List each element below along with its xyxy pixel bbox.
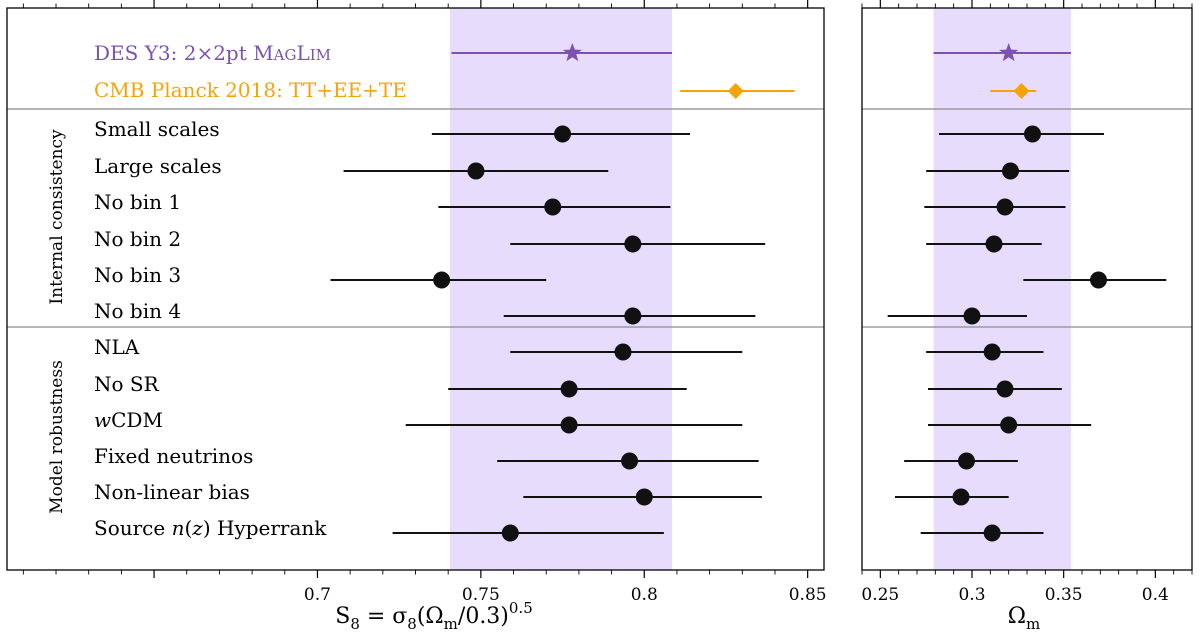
omega-m-panel-frame: [861, 7, 1193, 571]
omega-m-tick-labels: 0.25 0.3 0.35 0.4: [861, 585, 1168, 605]
s8-point: [544, 198, 562, 216]
omega-m-panel: 0.25 0.3 0.35 0.4 Ωm: [861, 0, 1193, 633]
s8-point: [501, 524, 519, 542]
s8-point: [624, 235, 642, 253]
row-label: wCDM: [94, 408, 163, 432]
row-label: Small scales: [94, 117, 220, 141]
omega-m-point: [1002, 162, 1019, 180]
omega-m-axis-label: Ωm: [1008, 604, 1040, 633]
omega-m-point: [1090, 271, 1107, 289]
s8-point: [621, 452, 639, 470]
s8-point: [560, 416, 578, 434]
s8-axis-ticks: [22, 0, 809, 578]
row-label: Non-linear bias: [94, 480, 250, 504]
s8-reference-diamond-marker: [727, 83, 744, 99]
omega-m-point: [952, 488, 970, 506]
s8-tick-label: 0.7: [304, 585, 331, 605]
omega-m-point: [996, 380, 1014, 398]
s8-tick-label: 0.85: [789, 585, 827, 605]
omega-m-data-marks: [862, 43, 1192, 542]
s8-tick-label: 0.75: [462, 585, 500, 605]
omega-m-point: [958, 452, 975, 470]
s8-point: [433, 271, 451, 289]
omega-m-tick-label: 0.4: [1142, 585, 1169, 605]
row-label: No bin 4: [94, 299, 181, 323]
row-label: Source n(z) Hyperrank: [94, 516, 327, 540]
group-labels: Internal consistency Model robustness: [47, 129, 67, 514]
s8-point: [467, 162, 485, 180]
s8-point: [554, 125, 572, 143]
s8-point: [560, 380, 578, 398]
omega-m-tick-label: 0.3: [958, 585, 985, 605]
omega-m-point: [996, 198, 1014, 216]
omega-m-axis-ticks: [861, 0, 1193, 578]
s8-point: [624, 307, 642, 325]
s8-tick-labels: 0.7 0.75 0.8 0.85: [304, 585, 827, 605]
row-label: NLA: [94, 335, 140, 359]
group-label: Internal consistency: [47, 129, 67, 305]
omega-m-reference-diamond-marker: [1013, 83, 1030, 99]
row-label: No bin 3: [94, 263, 181, 287]
row-labels: Small scales Large scales No bin 1 No bin 2…: [94, 117, 327, 540]
s8-des-band: [449, 8, 673, 570]
row-label: Large scales: [94, 154, 222, 178]
legend-entry-label: CMB Planck 2018: TT+EE+TE: [94, 78, 407, 102]
group-label: Model robustness: [47, 360, 67, 514]
row-label: No bin 1: [94, 190, 181, 214]
s8-axis-label: S8 = σ8(Ωm/0.3)0.5: [335, 599, 533, 633]
omega-m-point: [983, 524, 1001, 542]
s8-point: [614, 343, 632, 361]
omega-m-point: [983, 343, 1001, 361]
s8-data-marks: [7, 43, 824, 542]
s8-panel-frame: [6, 7, 825, 571]
omega-m-tick-label: 0.35: [1045, 585, 1083, 605]
omega-m-point: [963, 307, 981, 325]
s8-reference-star-marker: [562, 43, 582, 62]
s8-point: [635, 488, 653, 506]
row-label: Fixed neutrinos: [94, 444, 253, 468]
s8-tick-label: 0.8: [631, 585, 658, 605]
omega-m-point: [1024, 125, 1041, 143]
s8-panel: 0.7 0.75 0.8 0.85 Small scales Large scales N…: [6, 0, 827, 633]
legend-entry-label: DES Y3: 2×2pt MAGLIM: [94, 41, 331, 65]
omega-m-point: [985, 235, 1003, 253]
row-label: No bin 2: [94, 227, 181, 251]
omega-m-tick-label: 0.25: [861, 585, 899, 605]
legend: DES Y3: 2×2pt MAGLIM CMB Planck 2018: TT+…: [94, 41, 407, 102]
omega-m-des-band: [933, 8, 1071, 570]
omega-m-point: [1000, 416, 1018, 434]
row-label: No SR: [94, 372, 160, 396]
omega-m-reference-star-marker: [999, 43, 1019, 62]
